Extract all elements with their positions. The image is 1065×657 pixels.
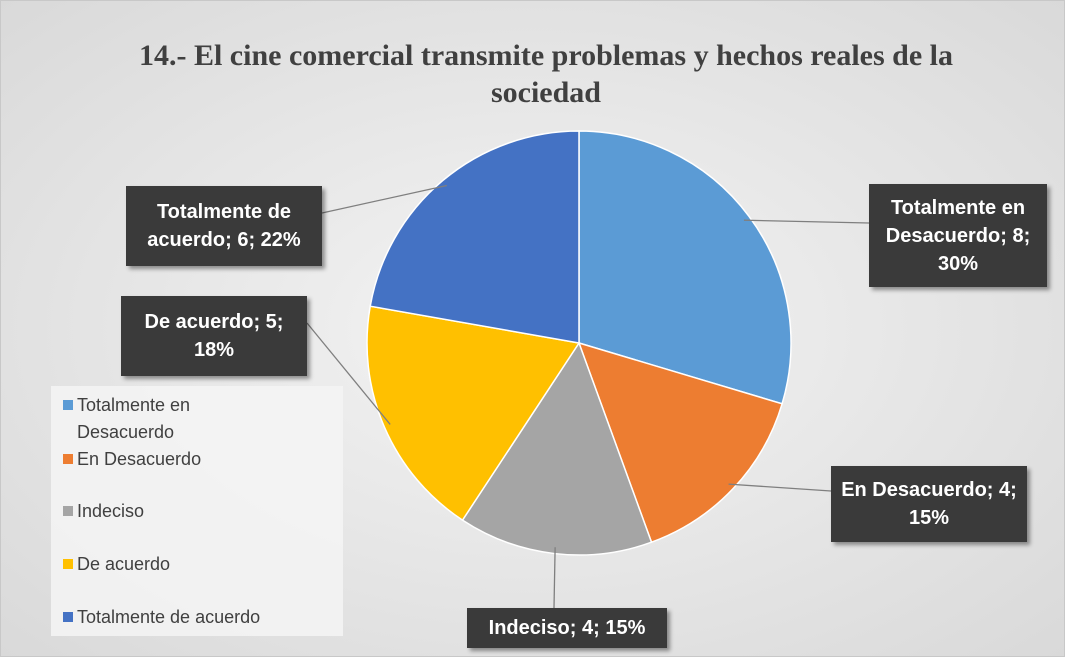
leader-line (306, 322, 391, 425)
pie-slice (366, 305, 581, 522)
legend-swatch (63, 400, 73, 410)
legend-item: De acuerdo (63, 551, 337, 578)
legend-swatch (63, 612, 73, 622)
legend-item: Totalmente en Desacuerdo (63, 392, 247, 446)
data-label: En Desacuerdo; 4; 15% (831, 466, 1027, 542)
data-label: Totalmente de acuerdo; 6; 22% (126, 186, 322, 266)
data-label: De acuerdo; 5; 18% (121, 296, 307, 376)
legend-item: Indeciso (63, 498, 337, 525)
pie-slice (369, 130, 580, 344)
legend: Totalmente en Desacuerdo En Desacuerdo Ind… (51, 386, 343, 636)
legend-item: Totalmente de acuerdo (63, 604, 337, 631)
data-label: Indeciso; 4; 15% (467, 608, 667, 648)
leader-line (743, 219, 870, 224)
pie-slice (578, 130, 792, 405)
leader-line (728, 483, 832, 492)
chart-title: 14.- El cine comercial transmite problem… (138, 39, 954, 109)
legend-swatch (63, 506, 73, 516)
legend-item: En Desacuerdo (63, 446, 337, 473)
legend-swatch (63, 454, 73, 464)
leader-line (553, 547, 556, 609)
pie-slice (577, 341, 784, 544)
leader-line (321, 184, 447, 214)
data-label: Totalmente en Desacuerdo; 8; 30% (869, 184, 1047, 287)
legend-swatch (63, 559, 73, 569)
